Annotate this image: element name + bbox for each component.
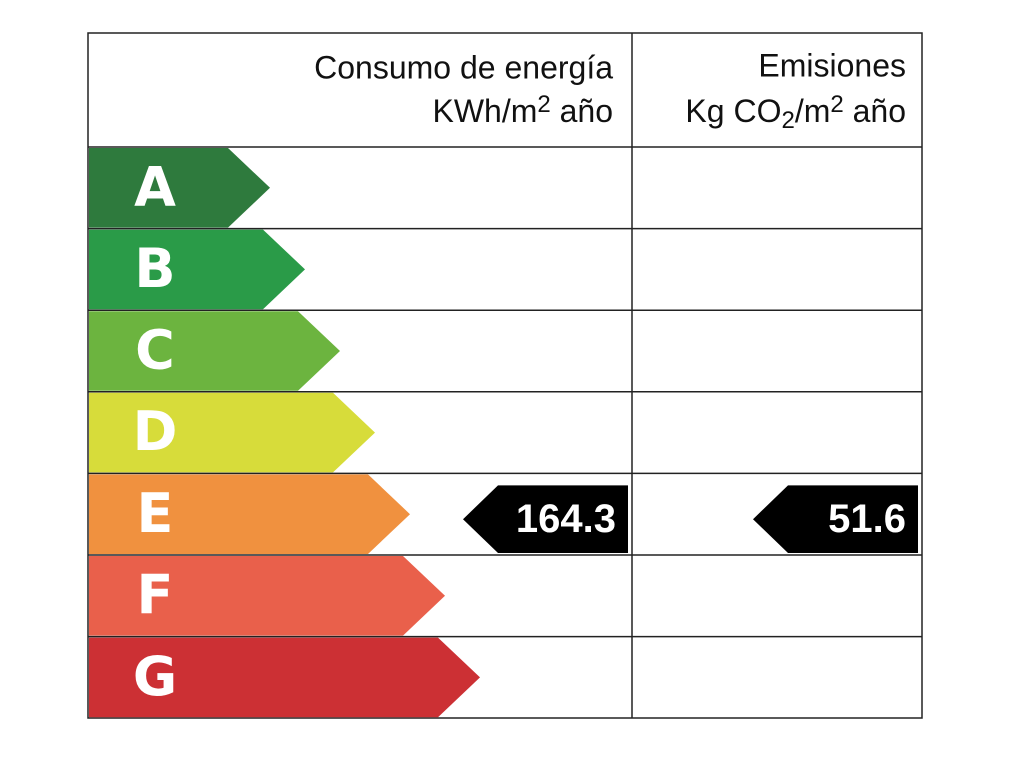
rating-arrow — [89, 474, 410, 554]
unit-part: año — [551, 93, 613, 129]
rating-arrow — [89, 556, 445, 636]
rating-arrow — [89, 148, 270, 228]
frame — [87, 32, 923, 719]
rating-letter: A — [134, 155, 176, 218]
emissions-unit: Kg CO2/m2 año — [685, 91, 906, 134]
value-pointer — [753, 485, 918, 553]
energy-unit: KWh/m2 año — [432, 91, 613, 129]
energy-title: Consumo de energía — [314, 49, 613, 85]
rating-arrow — [89, 637, 480, 718]
rating-letter: B — [134, 237, 175, 300]
rating-arrow — [89, 392, 375, 473]
rating-letter: D — [133, 400, 178, 463]
rating-letter: F — [137, 563, 174, 626]
rating-arrow — [89, 311, 340, 391]
rating-letter: G — [133, 645, 177, 708]
unit-sup: 2 — [830, 91, 843, 118]
emissions-title: Emisiones — [758, 47, 906, 83]
value-pointer — [463, 485, 628, 553]
unit-part: KWh/m — [432, 93, 537, 129]
unit-part: año — [844, 93, 906, 129]
rating-letter: E — [137, 482, 174, 545]
value-label: 164.3 — [516, 497, 616, 541]
rating-arrow — [89, 229, 305, 310]
unit-part: Kg CO — [685, 93, 781, 129]
rating-letter: C — [135, 319, 175, 382]
unit-sup: 2 — [537, 91, 550, 118]
value-label: 51.6 — [828, 497, 906, 541]
unit-sub: 2 — [781, 107, 794, 134]
unit-part: /m — [795, 93, 831, 129]
